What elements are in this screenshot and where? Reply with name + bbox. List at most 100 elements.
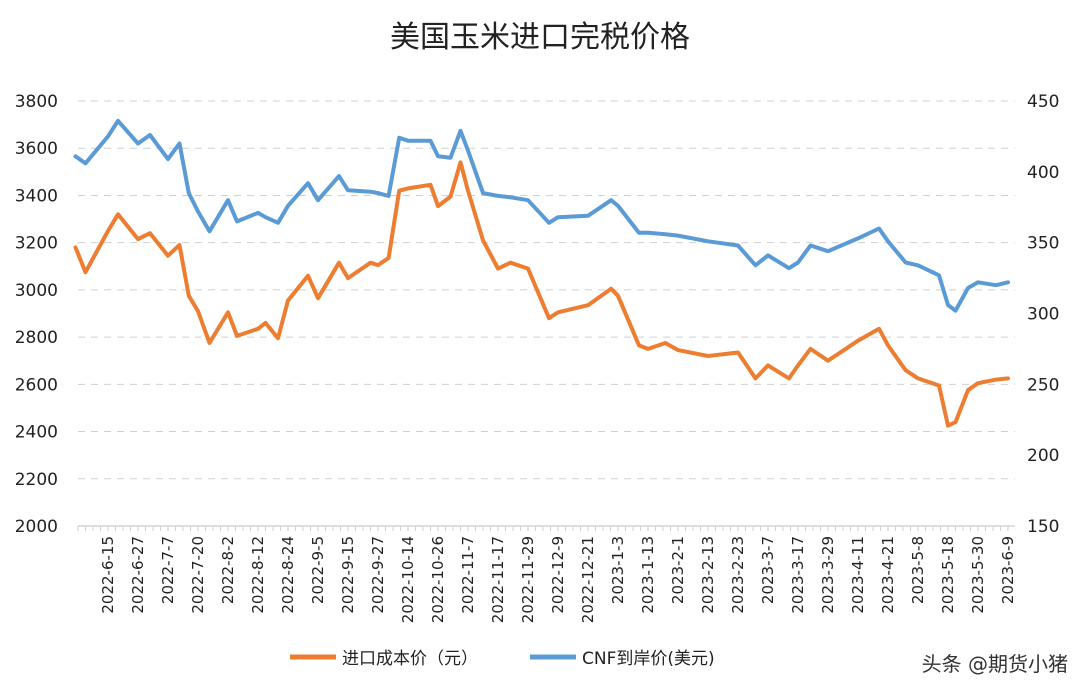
data-point (235, 219, 239, 223)
data-point (466, 149, 470, 153)
data-point (766, 363, 770, 367)
data-point (663, 232, 667, 236)
y-left-tick-label: 2600 (15, 375, 58, 395)
x-tick-label: 2023-1-3 (609, 536, 627, 604)
y-left-tick-label: 2000 (15, 517, 58, 537)
data-point (706, 354, 710, 358)
data-point (256, 211, 260, 215)
x-tick-label: 2022-11-17 (489, 536, 507, 623)
data-point (369, 261, 372, 265)
data-point (178, 142, 182, 145)
data-point (196, 210, 200, 213)
x-tick-label: 2022-12-21 (579, 536, 597, 623)
data-point (406, 139, 410, 143)
data-point (609, 198, 613, 202)
data-point (306, 181, 310, 185)
x-tick-label: 2023-2-23 (729, 536, 747, 614)
x-tick-label: 2023-3-7 (759, 536, 777, 604)
x-axis: 2022-6-15 2022-6-27 2022-7-7 2022-7-20 2022-… (77, 525, 1017, 623)
data-point (736, 244, 740, 247)
y-right-tick-label: 300 (1027, 305, 1059, 325)
data-point (276, 336, 280, 340)
data-point (481, 191, 485, 195)
data-point (966, 388, 970, 392)
chart-title: 美国玉米进口完税价格 (390, 20, 690, 55)
data-point (886, 343, 890, 347)
data-point (148, 133, 152, 137)
x-tick-label: 2022-6-15 (99, 536, 117, 614)
data-point (856, 236, 860, 240)
data-point (994, 283, 998, 287)
data-point (306, 274, 310, 278)
data-point (106, 134, 110, 138)
x-tick-label: 2022-11-29 (519, 536, 537, 623)
data-point (787, 266, 791, 270)
data-point (226, 198, 230, 202)
y-left-tick-label: 3600 (15, 139, 58, 159)
data-point (387, 256, 391, 260)
data-point (136, 142, 140, 145)
legend-item-import-cost: 进口成本价（元） (290, 649, 478, 669)
data-point (196, 309, 200, 313)
data-point (436, 154, 440, 158)
data-point (316, 296, 320, 300)
data-point (736, 350, 740, 354)
data-point (406, 186, 410, 190)
x-tick-label: 2023-3-29 (819, 536, 837, 614)
data-point (526, 198, 530, 202)
data-point (526, 267, 530, 271)
data-point (226, 310, 230, 314)
x-tick-label: 2023-3-17 (789, 536, 807, 614)
data-point (397, 189, 401, 193)
data-point (387, 194, 391, 198)
data-point (459, 129, 462, 133)
data-point (264, 321, 267, 325)
x-tick-label: 2022-11-7 (459, 536, 477, 614)
data-point (286, 299, 290, 303)
x-tick-label: 2022-8-24 (279, 536, 297, 614)
x-tick-label: 2022-10-14 (399, 536, 417, 623)
data-point (449, 156, 452, 160)
data-point (877, 227, 881, 230)
data-point (904, 368, 908, 372)
y-left-tick-label: 3400 (15, 186, 58, 206)
data-point (429, 139, 432, 143)
data-point (166, 254, 170, 258)
data-point (946, 424, 950, 428)
data-point (556, 215, 560, 219)
data-point (916, 376, 920, 380)
data-point (376, 263, 380, 267)
data-point (337, 261, 341, 265)
y-right-tick-label: 200 (1027, 446, 1059, 466)
series-line (73, 118, 1010, 313)
x-tick-label: 2022-8-2 (219, 536, 237, 604)
data-point (616, 294, 620, 298)
data-point (954, 420, 957, 424)
data-point (74, 245, 77, 249)
x-tick-label: 2023-4-11 (849, 536, 867, 614)
data-point (187, 294, 191, 298)
x-tick-label: 2022-9-15 (339, 536, 357, 614)
x-tick-label: 2023-4-21 (879, 536, 897, 614)
data-point (966, 286, 970, 290)
series-import-cost (73, 160, 1010, 428)
data-point (916, 263, 920, 267)
x-tick-label: 2023-2-13 (699, 536, 717, 614)
data-point (208, 229, 212, 233)
data-point (556, 310, 560, 314)
watermark: 头条 @期货小猪 (922, 652, 1068, 676)
data-point (106, 229, 110, 233)
y-right-tick-label: 150 (1027, 517, 1059, 537)
data-point (856, 339, 860, 343)
legend-label: 进口成本价（元） (342, 649, 478, 669)
data-point (235, 334, 239, 338)
x-tick-label: 2023-6-9 (999, 536, 1017, 604)
data-point (663, 341, 667, 345)
x-tick-label: 2022-7-20 (189, 536, 207, 614)
y-left-tick-label: 3800 (15, 92, 58, 112)
y-left-tick-label: 2800 (15, 328, 58, 348)
data-point (826, 249, 830, 253)
data-point (1006, 280, 1010, 284)
data-point (586, 214, 590, 218)
